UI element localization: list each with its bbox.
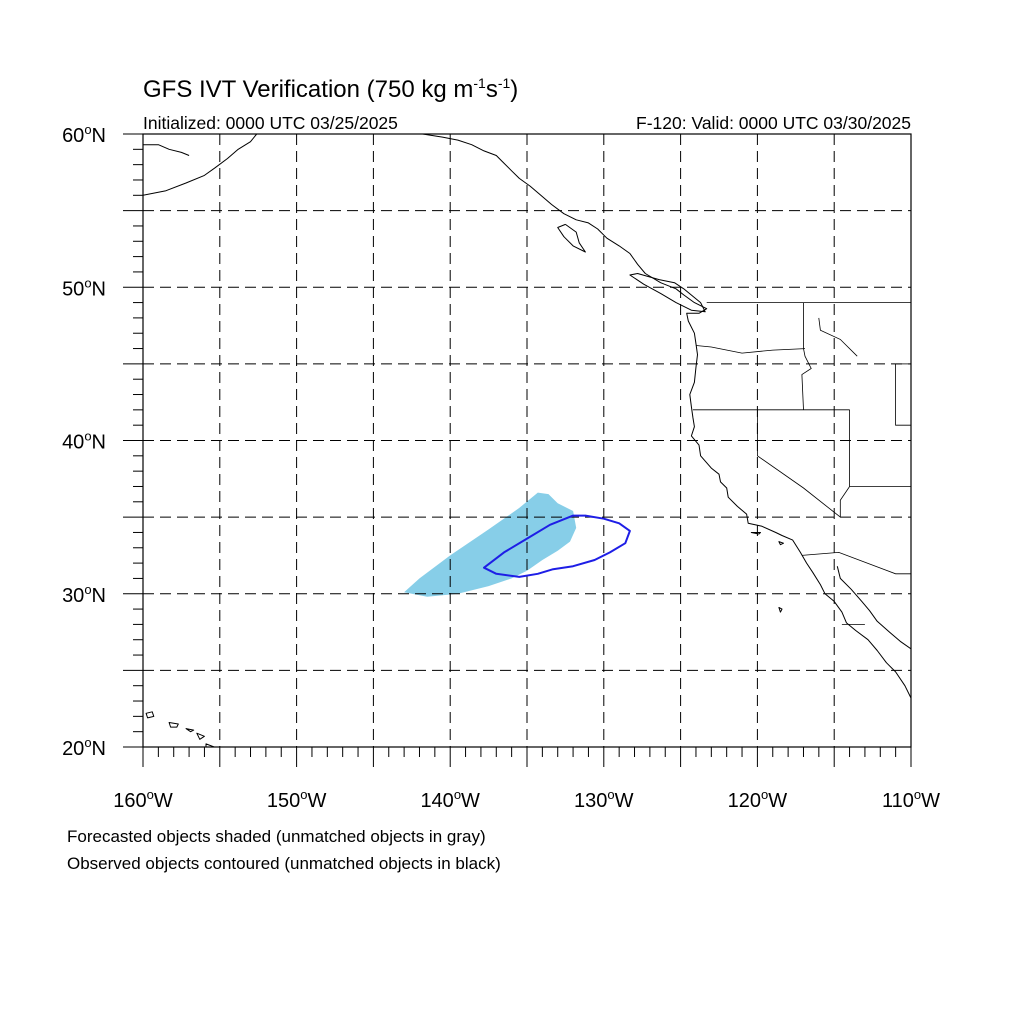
coastline (143, 144, 190, 156)
island-outline (168, 722, 179, 728)
footnote-observed: Observed objects contoured (unmatched ob… (67, 854, 501, 873)
coastline (629, 273, 706, 313)
axis-ticks (123, 133, 912, 767)
map-title: GFS IVT Verification (750 kg m-1s-1) (143, 75, 518, 103)
political-border (801, 551, 911, 575)
political-border (695, 345, 806, 354)
political-border (757, 409, 841, 518)
forecast-object (404, 492, 577, 597)
coastline (557, 223, 586, 253)
coastline (350, 134, 911, 699)
coastline (836, 566, 911, 650)
coastline-layer (143, 134, 911, 747)
lon-tick-label: 130oW (574, 787, 634, 812)
lat-tick-label: 30oN (62, 582, 106, 607)
valid-label: F-120: Valid: 0000 UTC 03/30/2025 (636, 113, 911, 133)
lon-tick-label: 160oW (113, 787, 173, 812)
political-border (839, 409, 850, 518)
political-border-layer (692, 302, 911, 625)
island-outline (778, 541, 784, 546)
observed-object-contour (483, 514, 631, 578)
island-outline (145, 711, 155, 719)
lon-tick-label: 140oW (420, 787, 480, 812)
observed-object-layer (483, 514, 631, 578)
initialized-label: Initialized: 0000 UTC 03/25/2025 (143, 113, 398, 133)
island-outline (196, 732, 205, 740)
graticule (143, 134, 911, 747)
political-border (801, 302, 812, 410)
political-border (895, 363, 911, 426)
political-border (818, 317, 858, 357)
lon-tick-label: 120oW (728, 787, 788, 812)
island-outline (778, 607, 783, 613)
lat-tick-label: 60oN (62, 122, 106, 147)
axis-tick-labels: 160oW 150oW 140oW 130oW 120oW 110oW 60oN 50oN 40… (62, 122, 940, 812)
lat-tick-label: 40oN (62, 429, 106, 454)
island-outline (205, 743, 216, 747)
lon-tick-label: 150oW (267, 787, 327, 812)
island-outline (750, 532, 761, 535)
lat-tick-label: 50oN (62, 275, 106, 300)
footnote-forecast: Forecasted objects shaded (unmatched obj… (67, 827, 486, 846)
coastline (143, 134, 258, 196)
lat-tick-label: 20oN (62, 735, 106, 760)
island-outline (185, 728, 195, 733)
lon-tick-label: 110oW (882, 787, 940, 812)
forecast-object-layer (404, 492, 577, 597)
